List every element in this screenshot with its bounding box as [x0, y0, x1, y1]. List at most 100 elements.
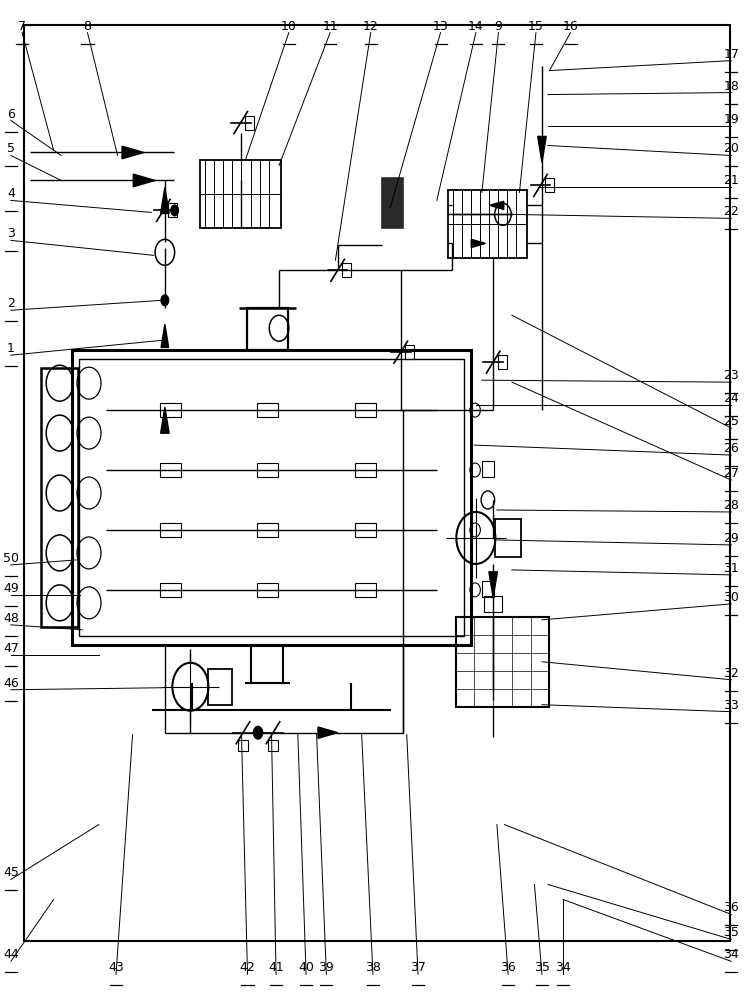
Text: 42: 42: [239, 961, 255, 974]
Bar: [258, 463, 279, 477]
Text: 17: 17: [724, 48, 739, 61]
Text: 49: 49: [3, 582, 19, 595]
Text: 13: 13: [433, 20, 449, 33]
Bar: [160, 583, 181, 597]
Bar: [200, 160, 282, 228]
Text: 35: 35: [534, 961, 550, 974]
Polygon shape: [489, 572, 498, 598]
Bar: [456, 617, 550, 707]
Bar: [258, 523, 279, 537]
Text: 18: 18: [724, 80, 739, 93]
Circle shape: [170, 204, 179, 216]
Bar: [268, 740, 279, 751]
Text: 34: 34: [724, 948, 739, 961]
Text: 23: 23: [724, 369, 739, 382]
Polygon shape: [318, 727, 337, 738]
Polygon shape: [133, 174, 155, 187]
Text: 9: 9: [495, 20, 502, 33]
Text: 3: 3: [7, 227, 15, 240]
Text: 38: 38: [365, 961, 381, 974]
Text: 40: 40: [298, 961, 314, 974]
Bar: [355, 583, 376, 597]
Text: 19: 19: [724, 113, 739, 126]
Text: 46: 46: [3, 677, 19, 690]
Text: 11: 11: [322, 20, 338, 33]
Polygon shape: [160, 407, 169, 433]
Bar: [545, 178, 554, 192]
Bar: [160, 463, 181, 477]
Bar: [247, 308, 288, 350]
Text: 10: 10: [281, 20, 297, 33]
Text: 26: 26: [724, 442, 739, 455]
Bar: [498, 355, 507, 369]
Bar: [405, 345, 414, 359]
Text: 25: 25: [724, 415, 739, 428]
Text: 50: 50: [3, 552, 19, 565]
Text: 36: 36: [724, 901, 739, 914]
Text: 32: 32: [724, 667, 739, 680]
Bar: [160, 523, 181, 537]
Bar: [209, 669, 233, 705]
Text: 5: 5: [7, 142, 15, 155]
Text: 36: 36: [500, 961, 516, 974]
Bar: [382, 178, 403, 228]
Polygon shape: [122, 146, 144, 159]
Text: 27: 27: [724, 467, 739, 480]
Text: 34: 34: [555, 961, 571, 974]
Bar: [160, 403, 181, 417]
Text: 16: 16: [562, 20, 578, 33]
Text: 28: 28: [724, 499, 739, 512]
Bar: [168, 203, 177, 217]
Polygon shape: [538, 136, 546, 162]
Bar: [342, 263, 351, 277]
Text: 21: 21: [724, 174, 739, 187]
Text: 41: 41: [268, 961, 284, 974]
Text: 37: 37: [410, 961, 426, 974]
Text: 31: 31: [724, 562, 739, 575]
Text: 15: 15: [528, 20, 544, 33]
Text: 45: 45: [3, 866, 19, 879]
Polygon shape: [471, 239, 486, 247]
Text: 7: 7: [18, 20, 26, 33]
Text: 1: 1: [7, 342, 15, 355]
Text: 43: 43: [108, 961, 124, 974]
Bar: [72, 350, 471, 645]
Text: 44: 44: [3, 948, 19, 961]
Text: 8: 8: [84, 20, 92, 33]
Bar: [41, 368, 78, 627]
Circle shape: [160, 294, 169, 306]
Bar: [245, 116, 255, 130]
Circle shape: [253, 726, 264, 740]
Bar: [495, 519, 521, 557]
Bar: [482, 461, 494, 477]
Text: 35: 35: [724, 926, 739, 939]
Bar: [79, 359, 464, 636]
Bar: [355, 523, 376, 537]
Text: 20: 20: [724, 142, 739, 155]
Polygon shape: [161, 324, 169, 347]
Text: 48: 48: [3, 612, 19, 625]
Text: 4: 4: [7, 187, 15, 200]
Bar: [258, 583, 279, 597]
Bar: [252, 645, 283, 683]
Bar: [448, 190, 527, 258]
Bar: [484, 596, 502, 612]
Text: 33: 33: [724, 699, 739, 712]
Bar: [238, 740, 248, 751]
Bar: [355, 403, 376, 417]
Text: 6: 6: [7, 108, 15, 121]
Text: 47: 47: [3, 642, 19, 655]
Bar: [258, 403, 279, 417]
Polygon shape: [160, 187, 169, 214]
Polygon shape: [489, 201, 504, 209]
Bar: [482, 581, 494, 597]
Text: 39: 39: [319, 961, 334, 974]
Text: 14: 14: [468, 20, 483, 33]
Text: 24: 24: [724, 392, 739, 405]
Text: 29: 29: [724, 532, 739, 545]
Bar: [355, 463, 376, 477]
Text: 2: 2: [7, 297, 15, 310]
Text: 22: 22: [724, 205, 739, 218]
Text: 30: 30: [724, 591, 739, 604]
Text: 12: 12: [363, 20, 379, 33]
